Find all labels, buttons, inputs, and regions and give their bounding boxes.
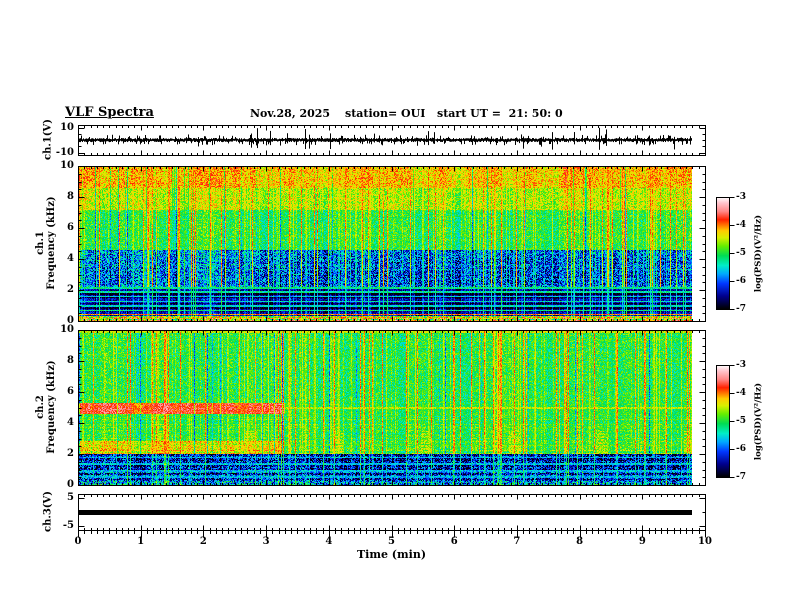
y-tick-label: 8	[67, 355, 74, 366]
colorbar-tick-label: -5	[736, 248, 746, 258]
station-label: station= OUI	[345, 107, 426, 120]
x-tick-label: 10	[698, 536, 712, 547]
figure-date: Nov.28, 2025	[250, 107, 331, 120]
colorbar-tick-label: -6	[736, 444, 746, 454]
y-tick-label: -10	[55, 146, 74, 158]
colorbar1-canvas	[716, 197, 729, 309]
colorbar-tick-label: -4	[736, 388, 746, 398]
colorbar-tick-label: -7	[736, 472, 746, 482]
x-tick-label: 4	[325, 536, 333, 547]
ch1-spectrogram-canvas	[78, 166, 705, 321]
colorbar-tick-label: -5	[736, 416, 746, 426]
ch1-waveform-canvas	[78, 125, 705, 155]
y-tick-label: 6	[67, 222, 74, 233]
x-tick-label: 3	[262, 536, 270, 547]
colorbar-tick-label: -7	[736, 304, 746, 314]
x-tick-label: 5	[388, 536, 395, 547]
y-tick-label: 6	[67, 386, 74, 397]
y-tick-label: 0	[67, 479, 74, 490]
y-tick-label: -5	[62, 520, 74, 532]
ch2-spectrogram-canvas	[78, 330, 705, 485]
y-tick-label: 2	[67, 284, 74, 295]
y-tick-label: 10	[60, 324, 74, 335]
colorbar2-canvas	[716, 365, 729, 477]
time-axis-label: Time (min)	[356, 548, 427, 561]
colorbar-tick-label: -4	[736, 220, 746, 230]
ch3-waveform-canvas	[78, 494, 705, 530]
x-tick-label: 1	[137, 536, 145, 547]
y-tick-label: 8	[67, 191, 74, 202]
colorbar-tick-label: -6	[736, 276, 746, 286]
figure-title: VLF Spectra	[65, 105, 154, 120]
y-tick-label: 5	[67, 491, 74, 503]
colorbar-tick-label: -3	[736, 360, 746, 370]
x-tick-label: 7	[513, 536, 521, 547]
x-tick-label: 0	[74, 536, 82, 547]
y-tick-label: 10	[60, 160, 74, 171]
y-tick-label: 10	[60, 121, 74, 133]
x-tick-label: 9	[638, 536, 646, 547]
start-ut-label: start UT = 21: 50: 0	[437, 107, 563, 120]
y-tick-label: 2	[67, 448, 74, 459]
x-tick-label: 2	[199, 536, 207, 547]
y-tick-label: 4	[67, 417, 74, 428]
y-tick-label: 4	[67, 253, 74, 264]
x-tick-label: 8	[576, 536, 584, 547]
x-tick-label: 6	[450, 536, 458, 547]
colorbar-tick-label: -3	[736, 192, 746, 202]
